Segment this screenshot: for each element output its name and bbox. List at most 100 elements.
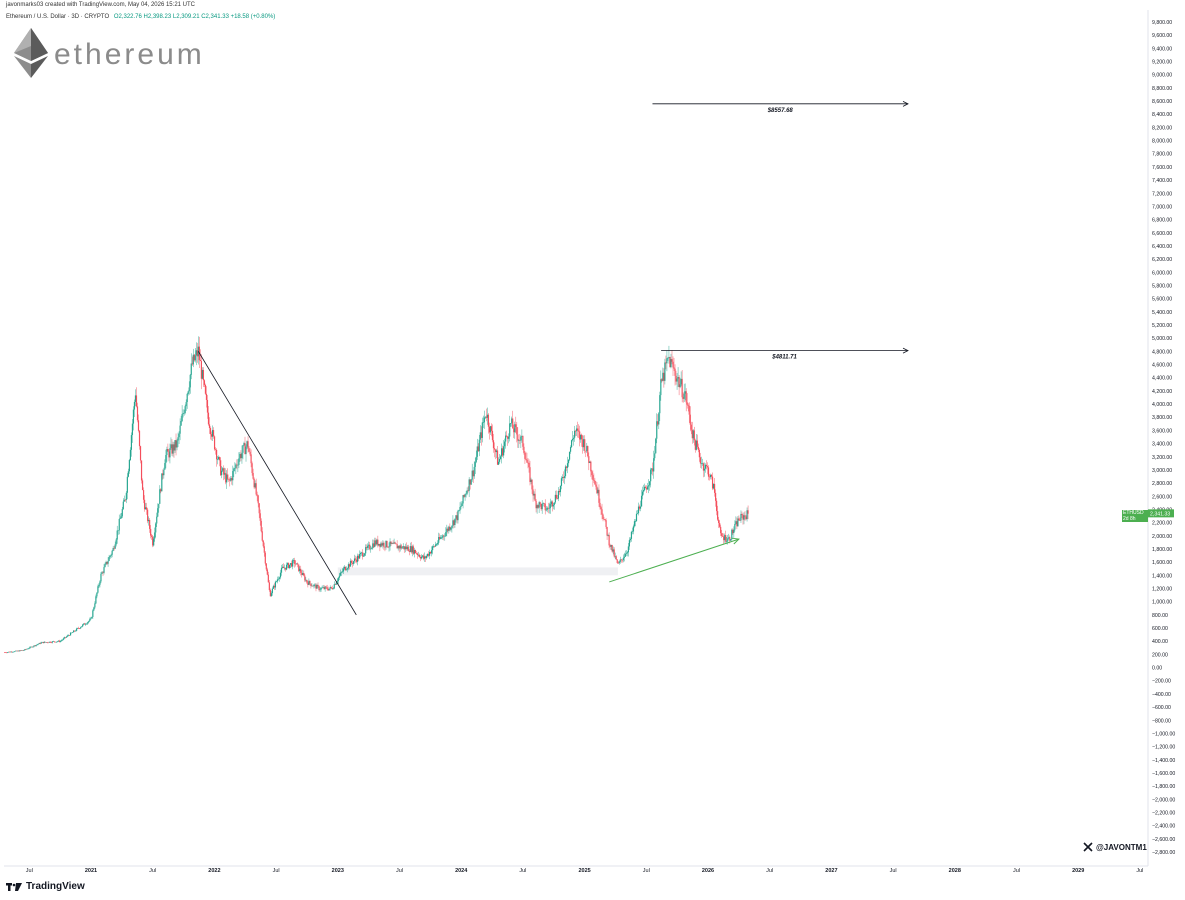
candle-body: [620, 559, 622, 561]
y-tick-label: −1,800.00: [1152, 784, 1175, 790]
candle-body: [709, 474, 712, 478]
candle-body: [88, 621, 90, 623]
candle-body: [168, 451, 170, 458]
candle-body: [393, 542, 395, 544]
candle-body: [242, 445, 244, 453]
candle-body: [75, 630, 77, 632]
candle-body: [63, 637, 66, 639]
candle-body: [567, 459, 570, 464]
y-tick-label: 5,800.00: [1152, 283, 1172, 289]
candle-body: [511, 418, 513, 424]
candle-body: [650, 469, 652, 482]
candle-body: [712, 483, 715, 489]
candle-body: [308, 580, 310, 585]
candle-body: [423, 556, 426, 559]
candle-body: [182, 413, 184, 415]
candle-body: [637, 506, 640, 514]
candle-body: [254, 483, 256, 488]
candle-body: [228, 478, 230, 480]
x-tick-label: 2021: [85, 868, 97, 874]
x-tick-label: Jul: [273, 868, 280, 874]
candle-body: [435, 544, 437, 547]
candle-body: [404, 546, 406, 550]
candle-body: [350, 560, 353, 563]
candle-body: [363, 555, 365, 557]
y-tick-label: 3,600.00: [1152, 428, 1172, 434]
candle-body: [364, 553, 366, 556]
y-tick-label: 3,200.00: [1152, 455, 1172, 461]
y-tick-label: 1,000.00: [1152, 600, 1172, 606]
y-tick-label: 200.00: [1152, 652, 1168, 658]
x-tick-label: Jul: [396, 868, 403, 874]
candle-body: [424, 556, 427, 559]
candle-body: [545, 509, 547, 511]
candle-body: [743, 515, 745, 520]
candle-body: [463, 495, 465, 497]
candle-body: [30, 646, 32, 648]
candle-body: [267, 574, 269, 583]
candle-body: [255, 483, 257, 495]
symbol-name[interactable]: Ethereum / U.S. Dollar · 3D · CRYPTO: [6, 14, 110, 20]
candle-body: [395, 543, 397, 545]
candle-body: [14, 651, 16, 652]
candle-body: [285, 564, 288, 570]
candle-body: [570, 440, 573, 448]
candle-body: [237, 464, 239, 466]
candle-body: [114, 544, 116, 549]
candle-body: [16, 650, 18, 652]
candle-body: [270, 593, 272, 597]
candle-body: [621, 559, 623, 561]
candle-body: [546, 507, 548, 510]
candle-body: [542, 503, 544, 504]
candle-body: [46, 642, 48, 643]
candle-body: [7, 652, 9, 653]
candle-body: [318, 586, 320, 591]
candle-body: [205, 393, 208, 400]
candle-body: [288, 563, 290, 568]
x-tick-label: 2023: [332, 868, 344, 874]
candle-body: [458, 510, 460, 511]
candle-body: [653, 458, 655, 472]
candle-body: [517, 434, 519, 441]
candle-body: [606, 526, 608, 536]
candle-body: [457, 510, 459, 521]
candle-body: [368, 544, 370, 546]
candle-body: [581, 434, 583, 440]
candle-body: [322, 587, 324, 588]
candle-body: [246, 441, 248, 447]
candle-body: [666, 358, 668, 364]
candle-body: [744, 515, 746, 517]
candle-body: [571, 438, 574, 441]
candle-body: [595, 484, 597, 487]
candle-body: [688, 405, 690, 415]
candle-body: [484, 416, 486, 418]
candle-body: [156, 516, 158, 524]
candle-body: [282, 566, 285, 569]
candle-body: [494, 449, 497, 453]
candle-body: [9, 651, 11, 653]
candle-body: [408, 551, 410, 552]
candle-body: [169, 448, 171, 458]
candle-body: [592, 475, 594, 480]
candle-body: [398, 545, 400, 549]
candle-body: [336, 581, 338, 583]
candle-body: [665, 362, 667, 364]
candle-body: [264, 552, 266, 564]
candle-body: [596, 486, 598, 494]
candle-body: [674, 368, 676, 376]
x-tick-label: Jul: [643, 868, 650, 874]
candle-body: [28, 648, 30, 649]
symbol-legend: Ethereum / U.S. Dollar · 3D · CRYPTO O2,…: [6, 14, 275, 20]
candle-body: [654, 453, 656, 459]
candle-body: [294, 560, 296, 564]
candle-body: [622, 557, 624, 561]
candle-body: [552, 504, 554, 507]
candle-body: [574, 430, 576, 438]
candle-body: [495, 450, 498, 453]
candle-body: [206, 399, 209, 413]
candle-body: [162, 473, 164, 476]
candle-body: [137, 420, 140, 431]
ethereum-diamond-icon: [14, 28, 48, 78]
candle-body: [20, 650, 22, 651]
